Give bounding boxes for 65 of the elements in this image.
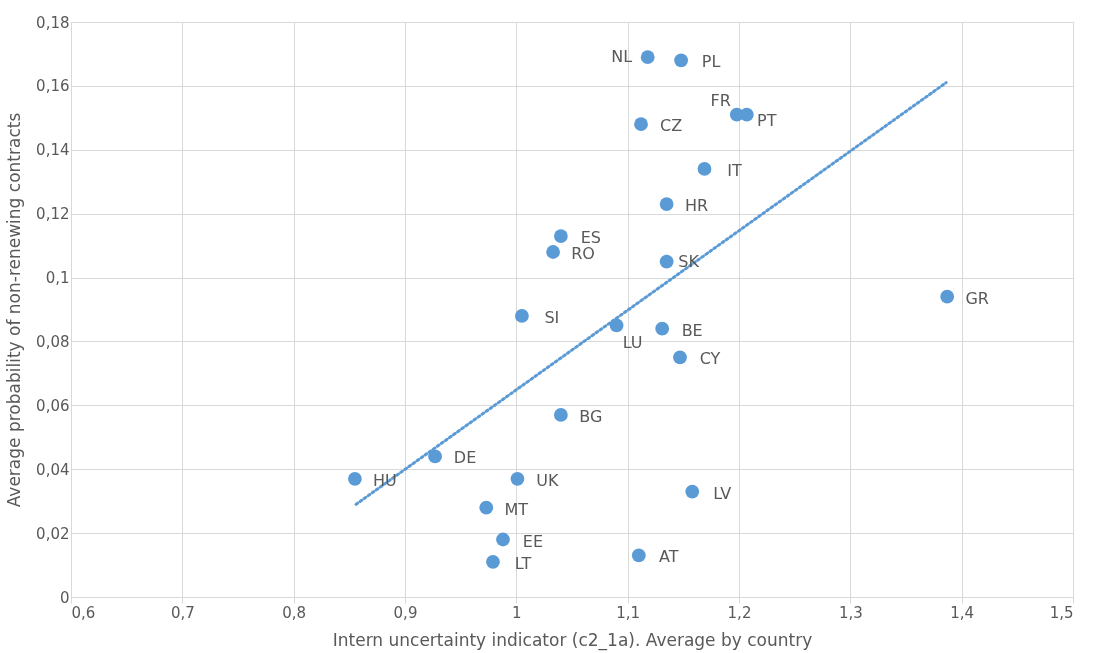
y-tick-label: 0,04	[36, 460, 70, 479]
annotation: DE	[453, 448, 477, 468]
annotation: AT	[659, 547, 679, 567]
annotation: CY	[699, 349, 721, 369]
annotation: PL	[701, 52, 721, 72]
point	[479, 500, 494, 515]
x-tick-label: 1,3	[838, 603, 863, 622]
point	[428, 449, 442, 464]
y-tick-label: 0,02	[36, 524, 70, 543]
point	[697, 162, 712, 176]
point	[940, 289, 955, 304]
point	[655, 321, 670, 336]
annotation: PT	[757, 110, 777, 130]
annotation: MT	[504, 499, 529, 519]
annotation: LU	[622, 333, 643, 353]
x-tick-label: 1,5	[1049, 603, 1074, 622]
x-axis-title: Intern uncertainty indicator (c2_1a). Average by country	[332, 629, 813, 651]
annotation: GR	[965, 288, 989, 308]
y-tick-label: 0,12	[36, 205, 70, 224]
annotation: BE	[681, 320, 703, 340]
annotation: FR	[710, 90, 731, 110]
point	[486, 554, 500, 569]
point	[631, 548, 646, 563]
y-tick-label: 0,18	[36, 13, 70, 32]
x-tick-label: 0,6	[71, 603, 96, 622]
x-tick-label: 1	[512, 603, 522, 622]
annotation: BG	[579, 406, 603, 426]
x-tick-label: 0,7	[170, 603, 195, 622]
annotation: EE	[522, 531, 544, 551]
x-tick-label: 1,4	[950, 603, 975, 622]
y-tick-label: 0,08	[36, 332, 70, 351]
x-tick-label: 1,1	[616, 603, 641, 622]
annotation: IT	[727, 160, 742, 180]
point	[348, 471, 362, 486]
annotation: SK	[678, 251, 700, 271]
point	[634, 117, 648, 132]
x-tick-label: 0,8	[282, 603, 307, 622]
point	[640, 50, 655, 65]
y-tick-label: 0,06	[36, 396, 70, 415]
point	[673, 350, 687, 365]
point	[674, 53, 688, 68]
annotation: NL	[611, 47, 633, 67]
annotation: CZ	[659, 116, 683, 136]
y-axis-title: Average probability of non-renewing contracts	[4, 112, 25, 508]
point	[739, 107, 754, 122]
y-tick-label: 0,1	[45, 269, 70, 288]
annotation: HR	[685, 196, 709, 216]
point	[496, 532, 510, 547]
y-tick-label: 0,14	[36, 141, 70, 160]
annotation: LT	[514, 553, 532, 573]
point	[685, 484, 700, 499]
point	[510, 471, 525, 486]
point	[659, 197, 674, 211]
point	[553, 408, 568, 422]
y-tick-label: 0,16	[36, 77, 70, 96]
x-tick-label: 1,2	[727, 603, 752, 622]
annotation: SI	[544, 307, 560, 327]
point	[515, 309, 529, 323]
point	[553, 229, 568, 243]
point	[546, 245, 560, 259]
point	[659, 254, 674, 269]
annotation: UK	[536, 470, 560, 490]
annotation: LV	[713, 483, 732, 503]
y-tick-label: 0	[59, 588, 70, 607]
x-tick-label: 0,9	[393, 603, 418, 622]
